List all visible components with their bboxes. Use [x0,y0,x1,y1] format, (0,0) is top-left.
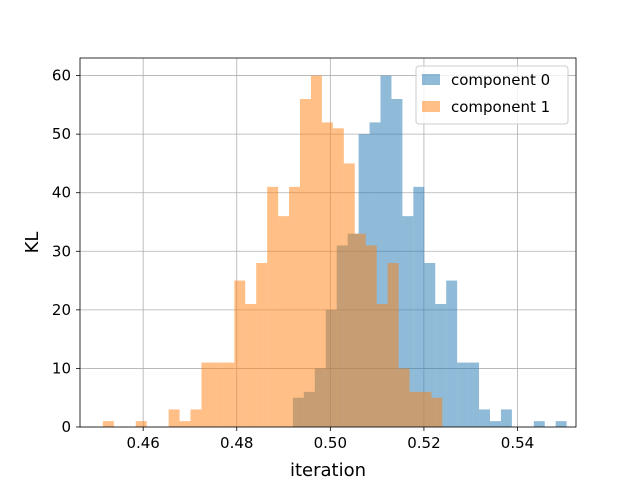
histogram-bar-series-1 [223,362,235,427]
y-tick-label: 30 [52,242,71,260]
histogram-bar-series-1 [135,421,147,427]
y-tick-label: 20 [52,301,71,319]
histogram-bar-series-0 [380,75,392,428]
histogram-bar-series-0 [424,263,436,427]
legend-label: component 0 [451,71,550,89]
histogram-bar-series-1 [431,397,443,427]
histogram-bar-series-1 [190,409,202,427]
histogram-bar-series-1 [278,216,290,427]
bars [102,75,567,428]
histogram-bar-series-0 [489,421,501,427]
histogram-bar-series-1 [245,304,257,427]
histogram-bar-series-1 [343,163,355,427]
histogram-bar-series-1 [234,280,246,427]
legend: component 0 component 1 [415,65,569,125]
histogram-bar-series-1 [310,75,322,428]
y-tick-label: 10 [52,359,71,377]
histogram-bar-series-1 [201,362,213,427]
x-tick-label: 0.48 [220,434,253,452]
ticks: 0.46 0.48 0.50 0.52 0.54 0 10 20 30 40 50 60 [52,67,534,452]
histogram-bar-series-1 [332,128,344,428]
legend-box [415,65,569,125]
histogram-bar-series-1 [387,263,399,427]
x-tick-label: 0.54 [501,434,534,452]
histogram-bar-series-0 [468,362,480,427]
histogram-bar-series-0 [402,216,414,427]
histogram-bar-series-1 [409,391,421,427]
histogram-bar-series-0 [457,362,469,427]
histogram-bar-series-1 [256,263,268,427]
legend-label: component 1 [451,98,550,116]
histogram-bar-series-1 [321,122,333,427]
y-tick-label: 40 [52,184,71,202]
histogram-bar-series-1 [289,186,301,427]
histogram-bar-series-0 [435,304,447,427]
plot-frame [79,57,577,428]
histogram-bar-series-0 [555,421,567,427]
histogram-bar-series-1 [267,186,279,427]
x-axis-label: iteration [290,460,366,480]
x-tick-label: 0.50 [314,434,347,452]
histogram-bar-series-1 [398,368,410,427]
histogram-bar-series-1 [365,245,377,427]
y-tick-label: 0 [61,418,71,436]
histogram-bar-series-0 [413,186,425,427]
histogram-bar-series-1 [179,421,191,427]
histogram-bar-series-1 [168,409,180,427]
x-tick-label: 0.52 [407,434,440,452]
histogram-bar-series-0 [500,409,512,427]
x-tick-label: 0.46 [126,434,159,452]
histogram-bar-series-1 [420,391,432,427]
y-axis-label: KL [22,232,43,254]
legend-swatch [422,74,440,85]
histogram-bar-series-1 [212,362,224,427]
histogram-bar-series-1 [354,233,366,427]
y-tick-label: 50 [52,125,71,143]
legend-swatch [422,101,440,112]
histogram-bar-series-0 [479,409,490,427]
histogram-bar-series-1 [300,99,311,427]
histogram-bar-series-0 [533,421,545,427]
histogram-bar-series-1 [102,421,114,427]
histogram-bar-series-1 [376,304,388,427]
histogram-bar-series-0 [446,280,458,427]
y-tick-label: 60 [52,67,71,85]
